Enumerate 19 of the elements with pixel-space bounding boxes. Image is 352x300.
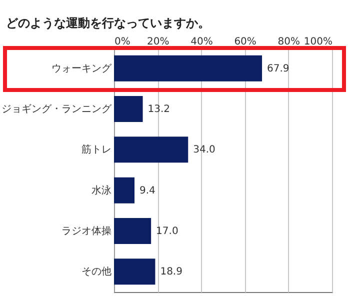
y-tick-label: ラジオ体操 bbox=[62, 225, 112, 237]
x-tick-label: 40% bbox=[190, 36, 213, 48]
data-label: 17.0 bbox=[156, 226, 178, 237]
y-tick-label: その他 bbox=[82, 266, 112, 278]
data-label: 18.9 bbox=[160, 266, 182, 278]
x-tick-label: 0% bbox=[114, 36, 130, 48]
x-tick-label: 20% bbox=[146, 36, 170, 48]
y-tick-label: ウォーキング bbox=[52, 63, 112, 74]
y-tick-label: 水泳 bbox=[92, 184, 112, 196]
y-tick-label: ジョギング・ランニング bbox=[2, 103, 112, 115]
data-label: 9.4 bbox=[139, 185, 156, 196]
chart-title: どのような運動を行なっていますか。 bbox=[6, 16, 210, 30]
data-label: 13.2 bbox=[148, 104, 170, 115]
x-tick-label: 60% bbox=[234, 36, 256, 48]
y-tick-label: 筋トレ bbox=[82, 144, 112, 156]
x-tick-label: 80% bbox=[278, 36, 300, 48]
data-label: 67.9 bbox=[267, 63, 290, 74]
x-tick-label: 100% bbox=[304, 36, 332, 48]
data-label: 34.0 bbox=[193, 144, 216, 156]
